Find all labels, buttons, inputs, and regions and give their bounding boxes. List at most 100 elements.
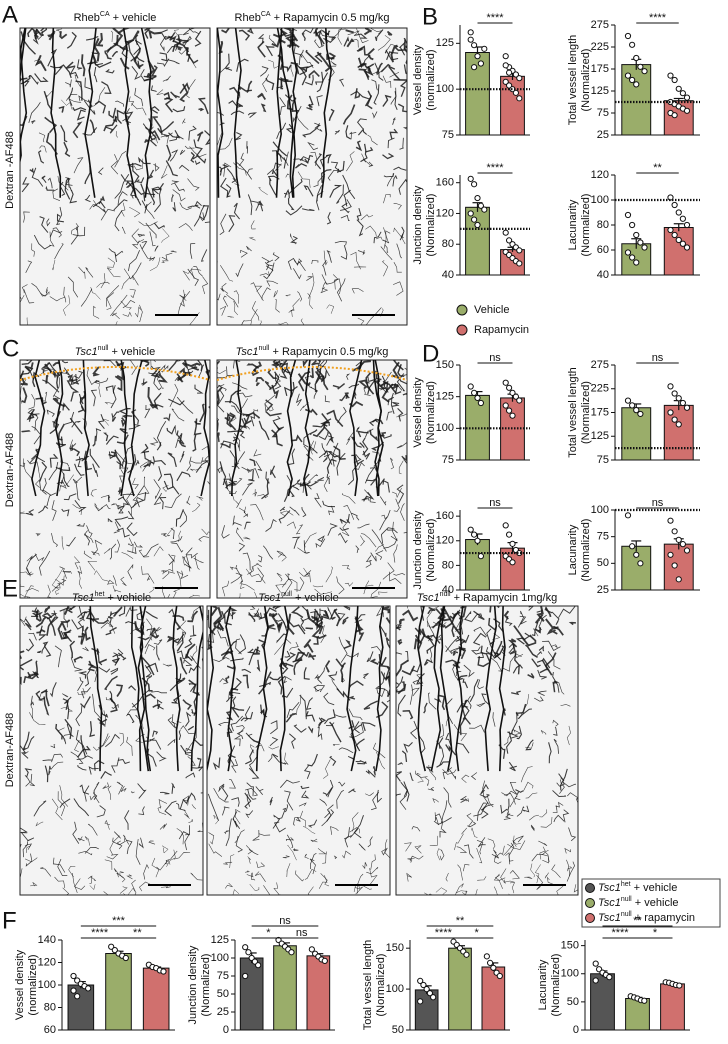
vessel — [511, 882, 515, 894]
vessel — [172, 202, 177, 212]
vessel — [222, 650, 234, 660]
vessel — [228, 606, 238, 612]
vessel — [279, 97, 287, 115]
vessel — [141, 378, 148, 387]
vessel — [41, 368, 46, 374]
vessel — [220, 265, 234, 282]
vessel — [313, 30, 323, 46]
vessel — [399, 137, 405, 150]
vessel — [21, 387, 28, 404]
vessel — [285, 173, 290, 178]
vessel — [283, 28, 290, 31]
vessel — [403, 39, 407, 50]
vessel — [388, 65, 401, 81]
vessel — [104, 859, 113, 870]
caption: RhebCA + Rapamycin 0.5 mg/kg — [235, 11, 390, 24]
vessel — [292, 268, 302, 280]
vessel — [423, 658, 434, 666]
vessel — [241, 668, 252, 674]
vessel — [24, 774, 31, 787]
vessel — [245, 732, 261, 743]
vessel — [67, 374, 74, 382]
vessel — [509, 870, 520, 880]
vessel — [344, 827, 350, 848]
vessel — [179, 293, 186, 307]
caption-rest: + rapamycin — [632, 912, 695, 924]
vessel — [120, 300, 132, 310]
legend-swatch — [456, 324, 468, 336]
vessel — [190, 606, 203, 772]
vessel — [74, 739, 80, 752]
vessel — [314, 28, 321, 37]
vessel — [238, 29, 251, 41]
vessel — [365, 792, 374, 797]
vessel — [224, 882, 233, 889]
vessel — [451, 625, 455, 638]
vessel — [403, 37, 407, 49]
vessel — [156, 645, 160, 661]
vessel — [287, 198, 295, 211]
vessel — [128, 685, 137, 691]
data-point — [502, 402, 509, 409]
vessel — [515, 637, 526, 645]
vessel — [112, 575, 118, 586]
vessel — [250, 282, 264, 301]
vessel — [89, 606, 103, 772]
vessel — [321, 810, 332, 827]
vessel — [233, 28, 242, 198]
vessel — [269, 736, 279, 747]
vessel — [286, 521, 297, 529]
vessel — [330, 61, 337, 66]
vessel — [140, 443, 150, 454]
boundary — [217, 366, 407, 381]
vessel — [393, 78, 407, 81]
vessel — [355, 738, 365, 752]
vessel — [537, 669, 547, 680]
vessel — [285, 294, 291, 297]
vessel — [342, 675, 345, 683]
vessel — [89, 795, 100, 804]
vessel — [328, 108, 335, 121]
image-ylabel: Dextran -AF488 — [4, 131, 16, 209]
vessel — [42, 477, 47, 495]
vessel — [26, 568, 34, 576]
y-tick-label: 75 — [442, 454, 454, 466]
vessel — [104, 402, 114, 405]
vessel — [158, 798, 168, 809]
vessel — [256, 861, 266, 868]
vessel — [38, 691, 49, 702]
vessel — [280, 658, 294, 668]
vessel — [20, 584, 31, 598]
vessel — [339, 527, 349, 531]
vessel — [150, 85, 157, 93]
vessel — [394, 47, 406, 52]
vessel — [228, 100, 242, 108]
data-point — [108, 943, 115, 950]
vessel — [72, 226, 86, 237]
vessel — [217, 293, 221, 301]
vessel — [153, 222, 165, 230]
data-point — [624, 397, 632, 404]
vessel — [466, 813, 474, 827]
vessel — [172, 588, 180, 598]
data-point — [683, 547, 691, 554]
vessel — [351, 454, 365, 465]
vessel — [443, 787, 452, 808]
vessel — [170, 250, 177, 253]
vessel — [520, 766, 533, 783]
vessel — [148, 372, 159, 377]
vessel — [90, 876, 97, 882]
vessel — [54, 876, 66, 889]
y-tick-label: 0 — [573, 1024, 579, 1036]
vessel — [322, 418, 332, 426]
vessel — [307, 886, 314, 895]
vessel — [35, 609, 42, 622]
vessel — [69, 65, 79, 79]
vessel — [350, 90, 370, 100]
vessel — [452, 650, 459, 656]
vessel — [286, 360, 297, 497]
vessel — [325, 566, 333, 583]
vessel — [151, 690, 167, 694]
vessel — [429, 835, 439, 846]
vessel — [327, 779, 334, 798]
